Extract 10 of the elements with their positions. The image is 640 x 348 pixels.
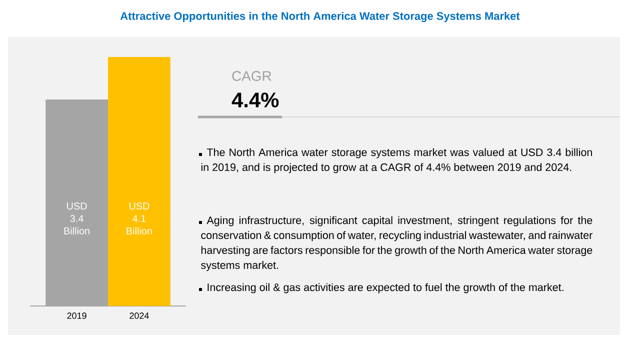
text: Aging infrastructure, significant capital investment, stringent regulations for the conservation & consumption of water, recycling industrial wastewater, and rainwater harvesting are factors responsible for the growth of the North America water storage systems market. xyxy=(201,216,592,272)
text: 4.4% xyxy=(232,92,279,108)
data-label: USD 4.1 Billion xyxy=(126,202,152,234)
text: Increasing oil & gas activities are expected to fuel the growth of the market. xyxy=(208,283,564,294)
data-label: USD 3.4 Billion xyxy=(64,202,90,234)
x-tick-label: 2019 xyxy=(67,312,86,319)
x-tick-label: 2024 xyxy=(130,312,149,319)
text: The North America water storage systems market was valued at USD 3.4 billion in 2019, and is projected to grow at a CAGR of 4.4% between 2019 and 2024. xyxy=(201,148,592,174)
text: Attractive Opportunities in the North America Water Storage Systems Market xyxy=(120,12,520,22)
text: CAGR xyxy=(232,71,272,81)
